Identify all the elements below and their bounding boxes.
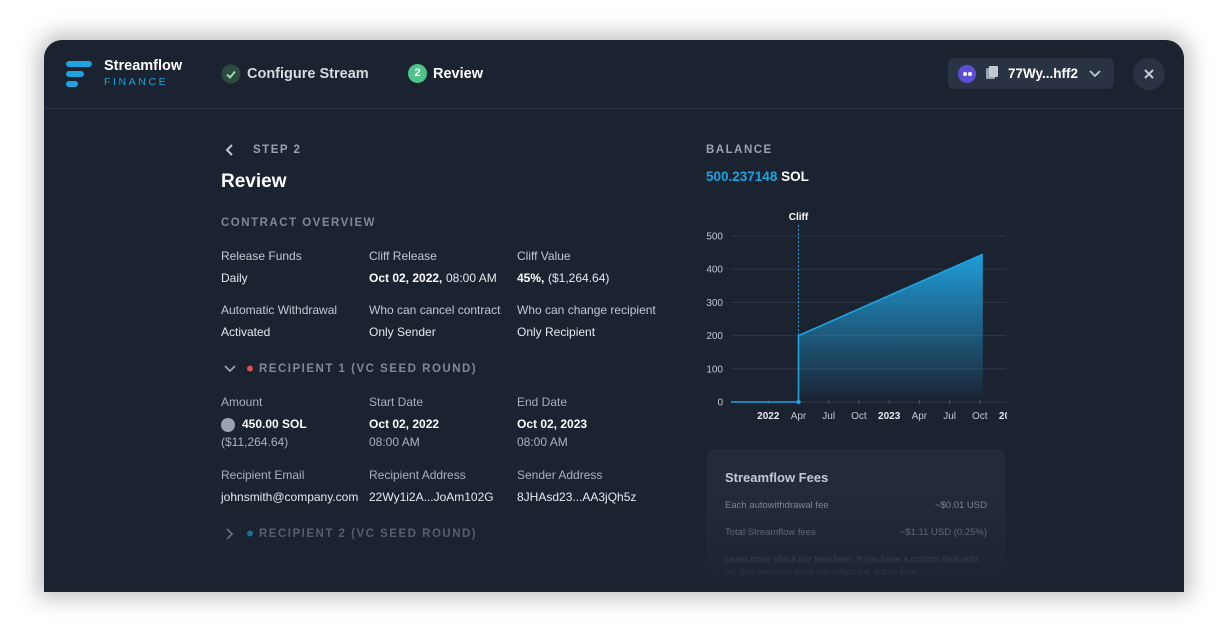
y-tick-label: 500 (706, 232, 723, 243)
expand-icon[interactable] (224, 528, 254, 540)
x-tick-label: 2024 (999, 411, 1007, 422)
fees-title: Streamflow Fees (725, 470, 829, 485)
field-label: Recipient Address (369, 468, 466, 482)
window: Streamflow FINANCE Configure Stream 2 Re… (44, 40, 1184, 592)
step-caption: STEP 2 (253, 144, 302, 156)
field-value: Oct 02, 2023 (517, 417, 588, 431)
field-value: Oct 02, 2022 (369, 417, 440, 431)
field-label: End Date (517, 395, 568, 409)
line (731, 253, 984, 403)
y-tick-label: 400 (706, 265, 723, 276)
header-divider (44, 108, 1184, 109)
field-label: Cliff Release (369, 249, 437, 263)
field-value: 45%, (517, 271, 545, 285)
balance-label: BALANCE (706, 144, 773, 156)
y-tick-label: 0 (717, 398, 723, 409)
annotation: Cliff (789, 212, 809, 223)
x-tick-label: Oct (851, 411, 867, 422)
wallet-button[interactable]: 77Wy...hff2 (948, 58, 1114, 89)
token-icon (221, 418, 235, 432)
balance-amount: 500.237148 (706, 169, 778, 184)
recipient-title: RECIPIENT 2 (VC SEED ROUND) (259, 528, 478, 540)
step-label[interactable]: Review (433, 66, 483, 82)
close-button[interactable] (1133, 58, 1165, 90)
x-tick-label: Apr (791, 411, 807, 422)
wallet-icons (958, 65, 998, 83)
field-label: Cliff Value (517, 249, 571, 263)
field-extra: ($1,264.64) (548, 271, 610, 285)
field-label: Who can cancel contract (369, 303, 501, 317)
chevron (1089, 70, 1101, 78)
step-done-icon (221, 64, 241, 84)
field-value: 450.00 SOL (242, 417, 307, 431)
page-title: Review (221, 171, 287, 192)
close-icon (1144, 69, 1154, 79)
field-label: Sender Address (517, 468, 603, 482)
fees-note: Learn more about our fees here. If you h… (725, 554, 978, 577)
y-tick-label: 300 (706, 298, 723, 309)
field-extra: 08:00 AM (369, 435, 420, 449)
field-label: Start Date (369, 395, 424, 409)
field-extra: 08:00 AM (446, 271, 497, 285)
field-extra: 08:00 AM (517, 435, 568, 449)
x-tick-label: Jul (943, 411, 956, 422)
field-value: Only Sender (369, 325, 436, 339)
x-tick-label: 2023 (878, 411, 901, 422)
field-extra: ($11,264.64) (221, 435, 289, 449)
step-label[interactable]: Configure Stream (247, 66, 369, 82)
field-value: Activated (221, 325, 271, 339)
x-tick-label: 2022 (757, 411, 780, 422)
field-value: johnsmith@company.com (221, 490, 359, 504)
field-value: Daily (221, 271, 248, 285)
balance: 500.237148 SOL (706, 169, 809, 184)
logo-icon (66, 61, 92, 87)
field-value: 22Wy1i2A...JoAm102G (369, 490, 494, 504)
field-value: 8JHAsd23...AA3jQh5z (517, 490, 637, 504)
field-label: Release Funds (221, 249, 302, 263)
field-value: Only Recipient (517, 325, 596, 339)
y-tick-label: 200 (706, 331, 723, 342)
fee-value: ~$1.11 USD (0.25%) (899, 527, 987, 538)
area (731, 254, 983, 402)
bottom-fade (44, 490, 1184, 592)
x-tick-label: Jul (822, 411, 835, 422)
balance-chart: 0 100 200 300 400 500 2022 Apr Jul Oct 2023 Apr Jul O… (706, 212, 1007, 422)
field-label: Who can change recipient (517, 303, 656, 317)
fee-label: Each autowithdrawal fee (725, 500, 829, 511)
back-icon[interactable] (224, 143, 236, 157)
step-number: 2 (408, 64, 427, 83)
section-title: CONTRACT OVERVIEW (221, 217, 376, 229)
field-value: Oct 02, 2022, (369, 271, 443, 285)
fees-card: Streamflow Fees Each autowithdrawal fee … (706, 449, 1006, 592)
y-tick-label: 100 (706, 364, 723, 375)
x-tick-label: Oct (972, 411, 988, 422)
brand-sub: FINANCE (104, 76, 169, 88)
fee-label: Total Streamflow fees (725, 527, 816, 538)
brand: Streamflow (104, 58, 183, 74)
balance-unit: SOL (781, 169, 809, 184)
fee-value: ~$0.01 USD (934, 500, 987, 511)
x-tick-label: Apr (912, 411, 928, 422)
cliff-dot (796, 399, 801, 405)
field-label: Automatic Withdrawal (221, 303, 338, 317)
wallet-address: 77Wy...hff2 (1008, 66, 1079, 81)
field-label: Recipient Email (221, 468, 305, 482)
recipient-title: RECIPIENT 1 (VC SEED ROUND) (259, 363, 478, 375)
field-label: Amount (221, 395, 263, 409)
collapse-icon[interactable] (224, 363, 254, 375)
